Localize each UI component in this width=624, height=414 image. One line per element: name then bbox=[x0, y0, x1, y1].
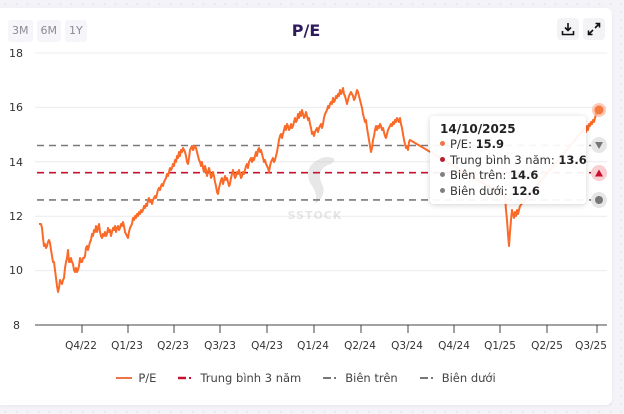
dashed-line-icon bbox=[419, 377, 433, 379]
dashed-line-icon bbox=[178, 376, 192, 380]
pe-last-point[interactable] bbox=[594, 105, 604, 115]
legend-item-pe[interactable]: P/E bbox=[116, 371, 156, 385]
expand-button[interactable] bbox=[583, 18, 605, 40]
avg-line-marker[interactable] bbox=[591, 165, 607, 181]
chart-tooltip: 14/10/2025 P/E: 15.9 Trung bình 3 năm: 1… bbox=[430, 116, 587, 204]
x-axis-labels: Q4/22 Q1/23 Q2/23 Q3/23 Q4/23 Q1/24 Q2/2… bbox=[65, 340, 607, 352]
chart-legend: P/E Trung bình 3 năm Biên trên Biên dưới bbox=[0, 371, 612, 385]
x-tick-label: Q2/23 bbox=[157, 340, 189, 352]
upper-dot-icon bbox=[440, 172, 445, 177]
tooltip-row-upper: Biên trên: 14.6 bbox=[440, 168, 586, 184]
x-tick-label: Q3/23 bbox=[204, 340, 236, 352]
legend-item-avg-3y[interactable]: Trung bình 3 năm bbox=[178, 371, 301, 385]
x-tick-label: Q1/24 bbox=[297, 340, 329, 352]
upper-band-marker[interactable] bbox=[591, 137, 607, 153]
x-tick-label: Q1/25 bbox=[484, 340, 516, 352]
x-tick-label: Q2/24 bbox=[344, 340, 376, 352]
legend-item-upper-band[interactable]: Biên trên bbox=[323, 371, 398, 385]
y-tick-12: 12 bbox=[9, 210, 23, 223]
x-tick-label: Q4/22 bbox=[65, 340, 97, 352]
x-tick-label: Q4/23 bbox=[251, 340, 283, 352]
download-icon bbox=[561, 23, 575, 36]
circle-icon bbox=[595, 196, 603, 204]
x-tick-label: Q3/25 bbox=[575, 340, 607, 352]
y-axis: 18 16 14 12 10 8 bbox=[9, 47, 23, 332]
lower-band-marker[interactable] bbox=[591, 192, 607, 208]
y-tick-18: 18 bbox=[9, 47, 23, 60]
tooltip-date: 14/10/2025 bbox=[440, 122, 516, 136]
tooltip-row-avg: Trung bình 3 năm: 13.6 bbox=[440, 153, 587, 169]
sstock-watermark: SSTOCK bbox=[288, 156, 343, 222]
avg-dot-icon bbox=[440, 156, 445, 162]
pe-dot-icon bbox=[440, 141, 445, 146]
tooltip-row-pe: P/E: 15.9 bbox=[440, 137, 586, 153]
solid-line-icon bbox=[116, 377, 133, 379]
lower-dot-icon bbox=[440, 187, 445, 193]
tooltip-row-lower: Biên dưới: 12.6 bbox=[440, 184, 586, 200]
x-tick-label: Q4/24 bbox=[438, 340, 470, 352]
y-tick-10: 10 bbox=[9, 264, 23, 277]
y-tick-8: 8 bbox=[13, 319, 20, 332]
x-axis-ticks bbox=[81, 325, 598, 333]
y-tick-14: 14 bbox=[9, 156, 23, 169]
range-3m-button[interactable]: 3M bbox=[8, 20, 33, 42]
svg-text:SSTOCK: SSTOCK bbox=[288, 209, 343, 222]
triangle-down-icon bbox=[595, 142, 603, 149]
legend-item-lower-band[interactable]: Biên dưới bbox=[419, 371, 496, 385]
range-1y-button[interactable]: 1Y bbox=[65, 20, 87, 42]
range-6m-button[interactable]: 6M bbox=[36, 20, 61, 42]
y-tick-16: 16 bbox=[9, 101, 23, 114]
x-tick-label: Q2/25 bbox=[531, 340, 563, 352]
pe-chart-card bbox=[0, 8, 612, 405]
chart-title: P/E bbox=[291, 21, 321, 40]
x-tick-label: Q1/23 bbox=[111, 340, 143, 352]
range-selector: 3M 6M 1Y bbox=[8, 20, 87, 42]
expand-icon bbox=[587, 22, 601, 36]
x-tick-label: Q3/24 bbox=[391, 340, 423, 352]
dashed-line-icon bbox=[323, 377, 337, 379]
download-button[interactable] bbox=[557, 18, 579, 40]
triangle-up-icon bbox=[595, 169, 603, 177]
pe-line bbox=[39, 87, 599, 293]
